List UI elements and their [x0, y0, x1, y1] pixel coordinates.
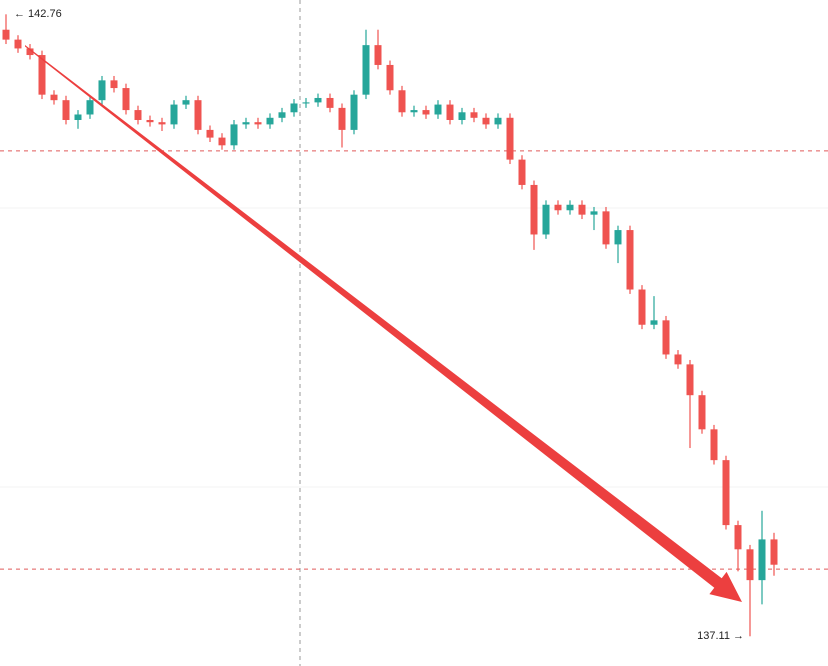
candle-body: [662, 320, 670, 355]
candle-body: [206, 129, 214, 138]
candle-body: [326, 97, 334, 108]
candle-body: [530, 184, 538, 235]
candle-body: [674, 354, 682, 365]
candle-body: [542, 204, 550, 235]
candle-body: [278, 112, 286, 118]
low-label: 137.11 →: [697, 630, 744, 642]
candle-body: [230, 124, 238, 146]
candle-body: [434, 104, 442, 115]
candle-body: [314, 97, 322, 103]
candle-body: [710, 429, 718, 461]
candles: [0, 14, 828, 637]
candle-body: [98, 80, 106, 101]
candle-body: [194, 100, 202, 130]
trend-arrow: [25, 45, 742, 602]
candle-body: [554, 204, 562, 211]
candle-body: [350, 94, 358, 130]
candle-body: [362, 45, 370, 95]
candle-body: [590, 211, 598, 215]
candle-body: [650, 320, 658, 325]
candle-body: [242, 122, 250, 125]
candle-body: [50, 94, 58, 101]
candle-body: [506, 117, 514, 160]
candle-body: [578, 204, 586, 215]
candle-body: [254, 122, 262, 125]
candle-body: [758, 539, 766, 581]
candle-body: [398, 90, 406, 113]
candle-body: [410, 110, 418, 113]
candle-body: [302, 102, 310, 104]
candle-body: [638, 289, 646, 325]
candle-body: [734, 525, 742, 550]
candle-body: [134, 110, 142, 120]
candle-body: [566, 204, 574, 211]
candle-body: [746, 549, 754, 581]
candle-body: [614, 230, 622, 245]
candle-body: [74, 114, 82, 120]
candle-body: [482, 117, 490, 125]
candle-body: [218, 137, 226, 146]
candle-body: [494, 117, 502, 125]
candle-body: [446, 104, 454, 120]
candle-body: [14, 39, 22, 49]
candle-body: [158, 122, 166, 125]
candle-body: [146, 119, 154, 123]
candle-body: [122, 88, 130, 111]
candle-body: [182, 100, 190, 105]
candle-body: [170, 104, 178, 125]
candle-body: [2, 29, 10, 40]
candle-body: [698, 395, 706, 430]
candle-body: [374, 45, 382, 65]
high-label: ← 142.76: [14, 8, 62, 20]
candle-body: [686, 364, 694, 396]
candle-body: [290, 103, 298, 113]
candle-body: [26, 48, 34, 56]
candle-body: [770, 539, 778, 565]
candle-body: [62, 100, 70, 120]
candle-body: [518, 159, 526, 185]
candle-body: [110, 80, 118, 89]
candle-body: [386, 64, 394, 91]
candle-body: [266, 117, 274, 125]
candle-body: [722, 460, 730, 526]
candle-body: [470, 112, 478, 118]
candle-body: [626, 230, 634, 290]
candle-body: [422, 110, 430, 115]
candle-body: [86, 100, 94, 115]
candle-body: [602, 211, 610, 245]
candle-body: [38, 55, 46, 95]
candle-body: [338, 107, 346, 130]
candle-body: [458, 112, 466, 120]
